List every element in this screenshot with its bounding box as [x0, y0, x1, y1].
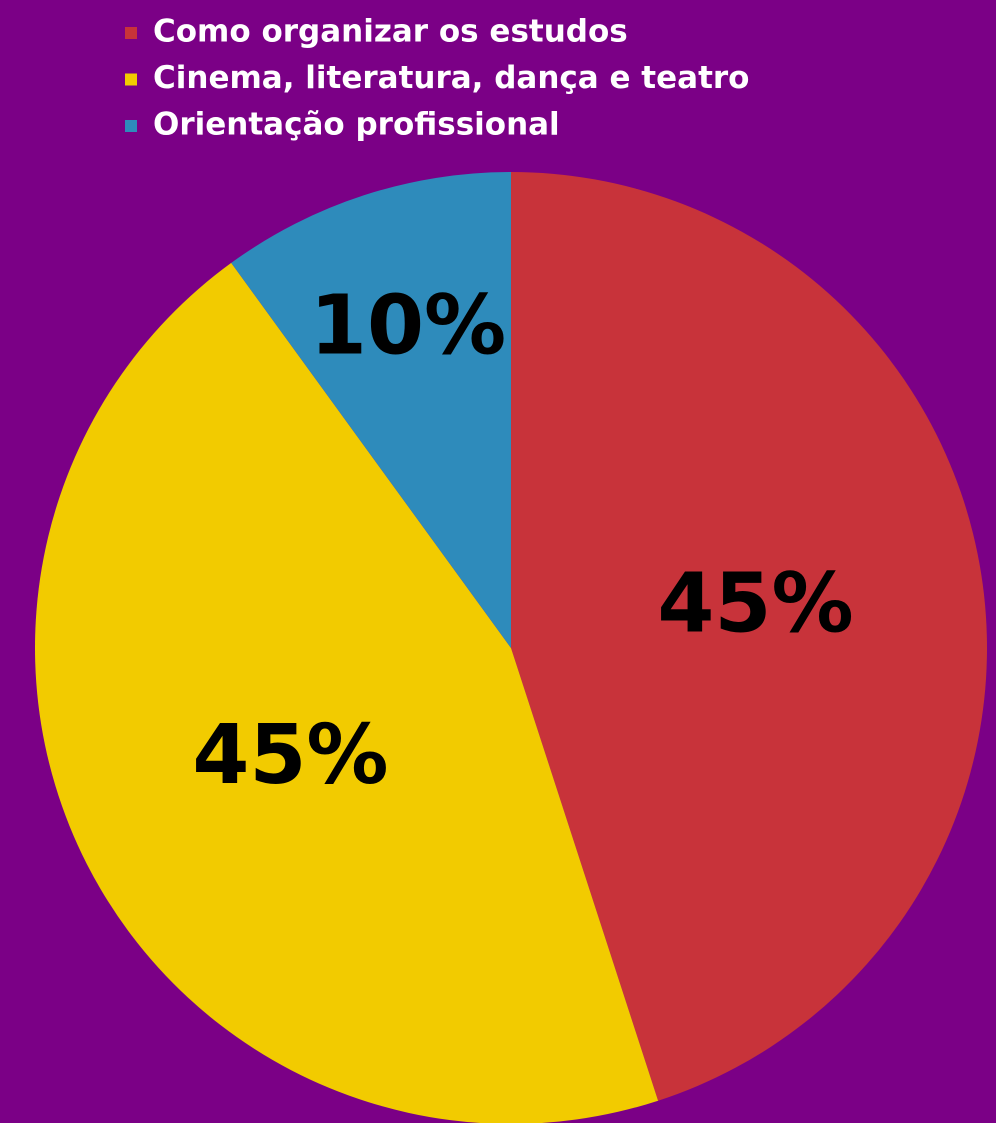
legend-swatch [125, 27, 137, 39]
legend-label: Cinema, literatura, dança e teatro [153, 60, 749, 96]
legend-swatch [125, 120, 137, 132]
pie-slice [231, 172, 511, 648]
data-label: 10% [310, 279, 506, 374]
pie-slice [511, 172, 988, 1101]
legend-swatch [125, 73, 137, 86]
data-label: 45% [657, 557, 853, 652]
pie-slice [35, 262, 659, 1123]
legend-label: Orientação profissional [153, 107, 560, 143]
data-label: 45% [192, 708, 388, 803]
legend-label: Como organizar os estudos [153, 14, 628, 50]
